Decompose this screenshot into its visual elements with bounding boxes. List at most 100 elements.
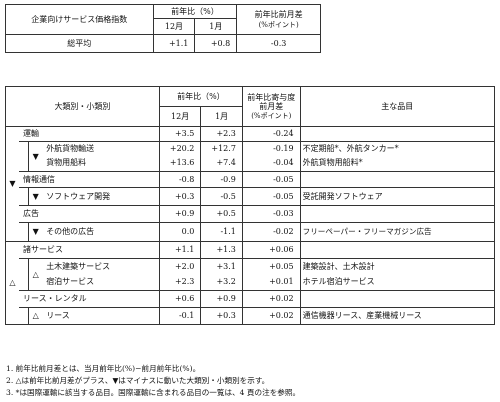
indent-cell	[19, 222, 29, 242]
row-diff: -0.05	[241, 187, 301, 206]
summary-jan-header: 1月	[194, 18, 238, 35]
summary-yoy-header: 前年比（%）	[152, 4, 238, 19]
header-contrib-line2: 前月差	[259, 101, 284, 111]
row-diff: -0.04	[241, 155, 301, 172]
row-diff: -0.03	[241, 205, 301, 223]
down-mark-icon: ▼	[32, 227, 39, 236]
row-label: 広告	[19, 205, 160, 223]
table-row: 情報通信 -0.8 -0.9 -0.05	[6, 171, 496, 188]
summary-diff-header: 前年比前月差 (%ポイント)	[236, 4, 321, 35]
row-label: リース・レンタル	[19, 290, 160, 308]
row-diff: +0.05	[241, 258, 301, 275]
summary-row-diff: -0.3	[236, 34, 321, 53]
row-label: 土木建築サービス	[42, 258, 160, 275]
summary-row-label: 総平均	[5, 34, 154, 53]
table-row: 広告 +0.9 +0.5 -0.03	[6, 205, 496, 223]
row-jan: -0.9	[200, 171, 243, 188]
indent-cell	[19, 307, 29, 325]
row-dec: +0.3	[158, 187, 202, 206]
row-items	[299, 290, 496, 308]
row-jan: +0.9	[200, 290, 243, 308]
mark-cell: △	[28, 307, 43, 325]
row-diff: +0.01	[241, 274, 301, 291]
mark-cell: ▼	[28, 187, 43, 206]
row-label: ソフトウェア開発	[42, 187, 160, 206]
row-items: 通信機器リース、産業機械リース	[299, 307, 496, 325]
row-dec: +1.1	[158, 241, 202, 259]
row-items: ホテル宿泊サービス	[299, 274, 496, 291]
summary-diff-label: 前年比前月差	[254, 10, 303, 20]
table-row: リース・レンタル +0.6 +0.9 +0.02	[6, 290, 496, 308]
row-label: 外航貨物輸送	[42, 141, 160, 156]
row-jan: +7.4	[200, 155, 243, 172]
row-jan: +0.3	[200, 307, 243, 325]
header-category: 大類別・小類別	[5, 86, 160, 127]
row-label: 諸サービス	[19, 241, 160, 259]
row-dec: +0.9	[158, 205, 202, 223]
up-mark-icon: △	[9, 278, 16, 287]
summary-row-dec: +1.1	[152, 34, 196, 53]
summary-row-jan: +0.8	[194, 34, 238, 53]
mark-cell: ▼	[28, 141, 43, 172]
down-mark-icon: ▼	[9, 179, 16, 188]
row-label: 貨物用船料	[42, 155, 160, 172]
header-contrib-line1: 前年比寄与度	[247, 92, 296, 102]
table-row: 貨物用船料 +13.6 +7.4 -0.04 外航貨物用船料*	[6, 155, 496, 172]
footnote-3: 3. *は国際運輸に該当する品目。国際運輸に含まれる品目の一覧は、4 頁の注を参…	[6, 388, 301, 397]
mark-cell: △	[28, 258, 43, 291]
row-diff: +0.06	[241, 241, 301, 259]
up-mark-icon: △	[32, 269, 39, 279]
row-diff: -0.19	[241, 141, 301, 156]
row-diff: -0.24	[241, 126, 301, 142]
row-dec: 0.0	[158, 222, 202, 242]
mark-cell: △	[5, 241, 19, 325]
table-row: △ リース -0.1 +0.3 +0.02 通信機器リース、産業機械リース	[6, 307, 496, 325]
row-jan: -0.5	[200, 187, 243, 206]
row-items	[299, 205, 496, 223]
row-items	[299, 241, 496, 259]
indent-cell	[19, 258, 29, 291]
indent-cell	[19, 141, 29, 172]
summary-diff-unit: (%ポイント)	[258, 20, 299, 29]
row-items: 建築設計、土木設計	[299, 258, 496, 275]
header-yoy: 前年比（%）	[158, 86, 243, 107]
row-label: リース	[42, 307, 160, 325]
row-diff: +0.02	[241, 290, 301, 308]
footnote-1: 1. 前年比前月差とは、当月前年比(%)−前月前年比(%)。	[6, 364, 201, 373]
row-label: 宿泊サービス	[42, 274, 160, 291]
summary-title: 企業向けサービス価格指数	[5, 4, 154, 35]
summary-table: 企業向けサービス価格指数 前年比（%） 前年比前月差 (%ポイント) 12月 1…	[5, 4, 321, 53]
summary-dec-header: 12月	[152, 18, 196, 35]
category-table: 大類別・小類別 前年比（%） 前年比寄与度 前月差 (%ポイント) 主な品目 1…	[5, 86, 496, 325]
row-dec: +3.5	[158, 126, 202, 142]
row-dec: +2.0	[158, 258, 202, 275]
row-jan: -1.1	[200, 222, 243, 242]
row-items: 不定期船*、外航タンカー*	[299, 141, 496, 156]
mark-cell: ▼	[28, 222, 43, 242]
row-jan: +1.3	[200, 241, 243, 259]
row-label: 情報通信	[19, 171, 160, 188]
row-jan: +12.7	[200, 141, 243, 156]
table-row: ▼ ソフトウェア開発 +0.3 -0.5 -0.05 受託開発ソフトウェア	[6, 187, 496, 206]
row-diff: +0.02	[241, 307, 301, 325]
row-dec: +2.3	[158, 274, 202, 291]
row-dec: +13.6	[158, 155, 202, 172]
row-dec: -0.8	[158, 171, 202, 188]
row-diff: -0.02	[241, 222, 301, 242]
table-row: ▼ 外航貨物輸送 +20.2 +12.7 -0.19 不定期船*、外航タンカー*	[6, 141, 496, 172]
row-diff: -0.05	[241, 171, 301, 188]
table-row: △ 土木建築サービス +2.0 +3.1 +0.05 建築設計、土木設計	[6, 258, 496, 291]
down-mark-icon: ▼	[32, 191, 39, 201]
header-items: 主な品目	[299, 86, 496, 127]
row-label: その他の広告	[42, 222, 160, 242]
row-jan: +3.2	[200, 274, 243, 291]
table-row: ▼ その他の広告 0.0 -1.1 -0.02 フリーペーパー・フリーマガジン広…	[6, 222, 496, 242]
header-dec: 12月	[158, 106, 202, 127]
row-jan: +2.3	[200, 126, 243, 142]
indent-cell	[19, 187, 29, 206]
footnote-2: 2. △は前年比前月差がプラス、▼はマイナスに動いた大類別・小類別を示す。	[6, 376, 270, 385]
row-jan: +0.5	[200, 205, 243, 223]
header-contrib: 前年比寄与度 前月差 (%ポイント)	[241, 86, 301, 127]
row-items: 外航貨物用船料*	[299, 155, 496, 172]
table-row: △ 諸サービス +1.1 +1.3 +0.06	[5, 241, 496, 325]
